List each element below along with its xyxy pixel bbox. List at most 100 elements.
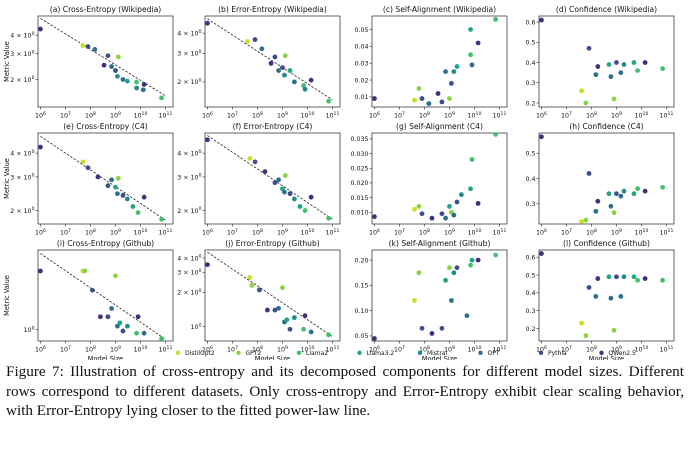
y-tick-label: 2 × 100 [177, 288, 201, 297]
x-tick-label: 109 [277, 345, 288, 354]
x-tick-label: 107 [394, 345, 405, 354]
data-point [429, 331, 435, 336]
legend-label: OPT [488, 350, 500, 357]
data-point [579, 219, 584, 224]
data-point [326, 98, 331, 104]
data-point [642, 188, 648, 194]
data-point [468, 27, 473, 32]
data-point [372, 96, 377, 101]
data-point [606, 274, 612, 280]
x-tick-label: 1010 [134, 345, 148, 354]
data-point [101, 62, 107, 68]
data-point [276, 68, 281, 73]
panel-title: (j) Error-Entropy (Github) [225, 239, 320, 248]
y-tick-label: 0.3 [525, 201, 535, 208]
data-point [262, 169, 268, 175]
x-tick-label: 107 [60, 345, 71, 354]
data-point [272, 54, 278, 60]
figure-caption: Figure 7: Illustration of cross-entropy … [6, 363, 684, 419]
x-tick-label: 1010 [635, 228, 649, 237]
data-point [583, 333, 589, 339]
y-axis-label: Metric Value [3, 158, 11, 199]
x-tick-label: 107 [394, 111, 405, 120]
data-point [124, 323, 130, 329]
chart-panel: (f) Error-Entropy (C4) 106 107 108 109 1010 10… [177, 122, 341, 237]
plot-frame [37, 249, 174, 342]
x-tick-label: 106 [369, 111, 380, 120]
legend-label: Mistral [427, 350, 447, 357]
y-tick-label: 3 × 100 [177, 173, 201, 182]
data-point [92, 47, 98, 52]
data-point [326, 332, 331, 338]
chart-panel: (d) Confidence (Wikipedia) 106 107 108 109 10… [525, 5, 675, 120]
y-tick-label: 0.03 [354, 60, 368, 67]
data-point [611, 327, 617, 333]
x-tick-label: 108 [252, 228, 263, 237]
data-point [105, 53, 111, 59]
y-tick-label: 100 [191, 322, 202, 331]
x-tick-label: 108 [419, 228, 430, 237]
chart-panel: (h) Confidence (C4) 106 107 108 109 1010 1011 0… [525, 122, 675, 237]
data-point [595, 64, 601, 69]
x-tick-label: 109 [611, 111, 622, 120]
chart-panel: (e) Cross-Entropy (C4) 106 107 108 109 1010 10… [3, 122, 174, 237]
x-axis-label: Model Size [88, 355, 123, 360]
x-tick-label: 106 [202, 345, 213, 354]
data-point [130, 204, 136, 209]
data-point [134, 79, 139, 85]
data-point [113, 184, 118, 190]
y-tick-label: 2 × 100 [10, 75, 34, 84]
plot-frame [37, 132, 174, 225]
data-point [443, 215, 448, 221]
legend-marker [599, 350, 604, 355]
data-point [280, 65, 285, 71]
data-point [611, 96, 617, 102]
data-point [475, 257, 481, 263]
legend-marker [478, 350, 483, 355]
plot-frame [538, 249, 675, 342]
x-tick-label: 1011 [660, 345, 674, 354]
data-point [451, 69, 457, 75]
plot-frame [37, 15, 174, 108]
data-point [280, 285, 285, 291]
x-tick-label: 1010 [301, 345, 315, 354]
data-point [579, 320, 584, 326]
data-point [372, 214, 377, 220]
data-point [113, 68, 118, 73]
data-point [276, 305, 281, 311]
x-axis-label: Model Size [589, 355, 624, 360]
data-point [109, 306, 114, 311]
data-point [579, 88, 584, 94]
power-law-fit-line [40, 18, 166, 97]
y-tick-label: 0.010 [350, 210, 368, 217]
x-tick-label: 106 [536, 111, 547, 120]
y-tick-label: 4 × 100 [10, 31, 34, 40]
plot-frame [371, 132, 508, 225]
chart-panel: (k) Self-Alignment (Github) 106 107 108 109 1… [354, 239, 508, 360]
data-point [291, 196, 297, 202]
y-tick-label: 0.01 [354, 94, 368, 101]
x-tick-label: 1010 [301, 111, 315, 120]
data-point [252, 159, 258, 165]
data-point [249, 283, 255, 288]
power-law-fit-line [40, 253, 166, 340]
data-point [435, 91, 441, 96]
data-point [429, 215, 435, 221]
x-tick-label: 109 [110, 228, 121, 237]
data-point [631, 60, 637, 65]
data-point [120, 328, 126, 334]
data-point [660, 184, 665, 190]
data-point [141, 330, 147, 336]
data-point [115, 323, 120, 329]
y-tick-label: 0.025 [350, 166, 368, 173]
data-point [606, 62, 612, 67]
x-tick-label: 109 [611, 345, 622, 354]
data-point [660, 66, 665, 71]
data-point [642, 60, 648, 65]
y-tick-label: 2 × 100 [177, 206, 201, 215]
panel-title: (f) Error-Entropy (C4) [233, 122, 313, 131]
legend-label: GPT2 [246, 350, 262, 357]
x-tick-label: 1010 [635, 345, 649, 354]
x-tick-label: 106 [369, 228, 380, 237]
data-point [586, 171, 592, 176]
